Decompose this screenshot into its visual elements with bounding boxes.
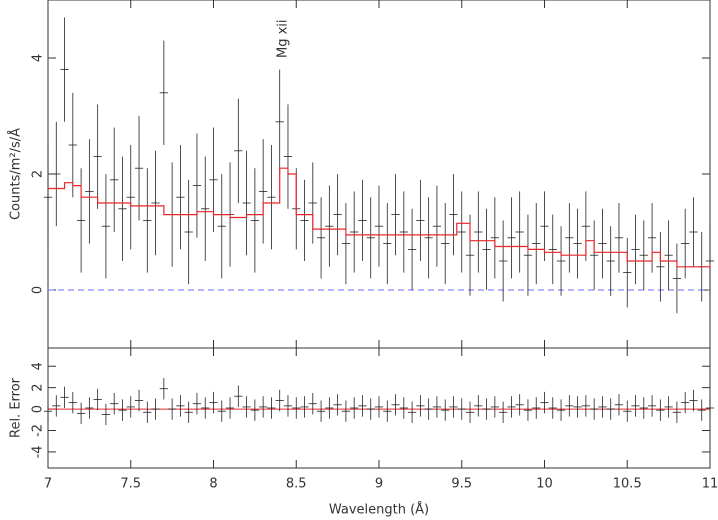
x-tick-label: 11: [702, 477, 718, 492]
annotation: Mg xii: [276, 19, 291, 58]
y-tick-label: 4: [31, 54, 46, 62]
x-tick-label: 10: [536, 477, 553, 492]
y-tick-label: 0: [31, 405, 46, 413]
x-tick-label: 7.5: [120, 477, 141, 492]
x-tick-label: 9: [375, 477, 383, 492]
x-tick-label: 8: [209, 477, 217, 492]
x-axis-label: Wavelength (Å): [329, 502, 429, 518]
x-tick-label: 8.5: [286, 477, 307, 492]
y-tick-label: 4: [31, 362, 46, 370]
model-line: [48, 167, 711, 268]
y-tick-label: 2: [31, 170, 46, 178]
y-tick-label: -4: [31, 445, 46, 458]
y-tick-label: 0: [31, 286, 46, 294]
y-tick-label: 2: [31, 384, 46, 392]
x-tick-label: 10.5: [613, 477, 642, 492]
x-tick-label: 7: [44, 477, 52, 492]
y-tick-label: -2: [31, 424, 46, 437]
x-tick-label: 9.5: [451, 477, 472, 492]
y-axis-label: Rel. Error: [9, 377, 24, 438]
y-axis-label: Counts/m²/s/Å: [8, 128, 24, 220]
